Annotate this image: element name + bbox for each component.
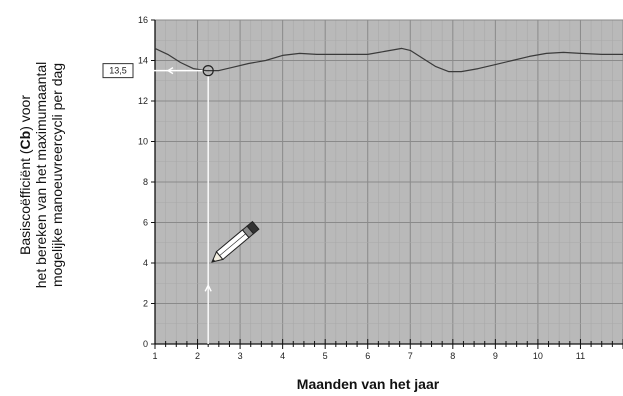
y-axis-label-line-3: mogelijke manoeuvreercycli per dag bbox=[49, 63, 65, 287]
y-tick-label: 16 bbox=[138, 15, 148, 25]
annotation-vertical-arrowhead bbox=[204, 283, 212, 292]
x-tick-label: 5 bbox=[323, 351, 328, 361]
x-tick-label: 2 bbox=[195, 351, 200, 361]
series-line bbox=[154, 47, 623, 73]
y-axis-label-line-1: Basiscoëfficiënt (Cb) voor bbox=[17, 95, 33, 255]
x-tick-label: 3 bbox=[238, 351, 243, 361]
y-tick-label: 14 bbox=[138, 56, 148, 66]
y-tick-label: 4 bbox=[143, 258, 148, 268]
pencil-icon bbox=[211, 220, 260, 263]
annotation-label: 13,5 bbox=[109, 66, 127, 76]
y-tick-label: 6 bbox=[143, 218, 148, 228]
x-tick-label: 4 bbox=[280, 351, 285, 361]
y-tick-label: 12 bbox=[138, 96, 148, 106]
x-tick-label: 1 bbox=[152, 351, 157, 361]
x-tick-label: 8 bbox=[450, 351, 455, 361]
x-tick-label: 10 bbox=[533, 351, 543, 361]
y-tick-label: 8 bbox=[143, 177, 148, 187]
y-tick-label: 10 bbox=[138, 137, 148, 147]
annotation-horizontal-arrowhead bbox=[166, 67, 174, 75]
annotation-box bbox=[102, 63, 134, 79]
annotation-marker bbox=[202, 65, 214, 77]
x-tick-label: 9 bbox=[493, 351, 498, 361]
y-axis-label-line-2: het bereken van het maximumaantal bbox=[33, 62, 49, 288]
y-axis-label: Basiscoëfficiënt (Cb) voor het bereken v… bbox=[17, 62, 65, 288]
y-tick-label: 0 bbox=[143, 339, 148, 349]
x-axis-label: Maanden van het jaar bbox=[297, 376, 440, 392]
y-tick-label: 2 bbox=[143, 299, 148, 309]
x-tick-label: 7 bbox=[408, 351, 413, 361]
x-tick-label: 6 bbox=[365, 351, 370, 361]
x-tick-label: 11 bbox=[576, 351, 585, 361]
